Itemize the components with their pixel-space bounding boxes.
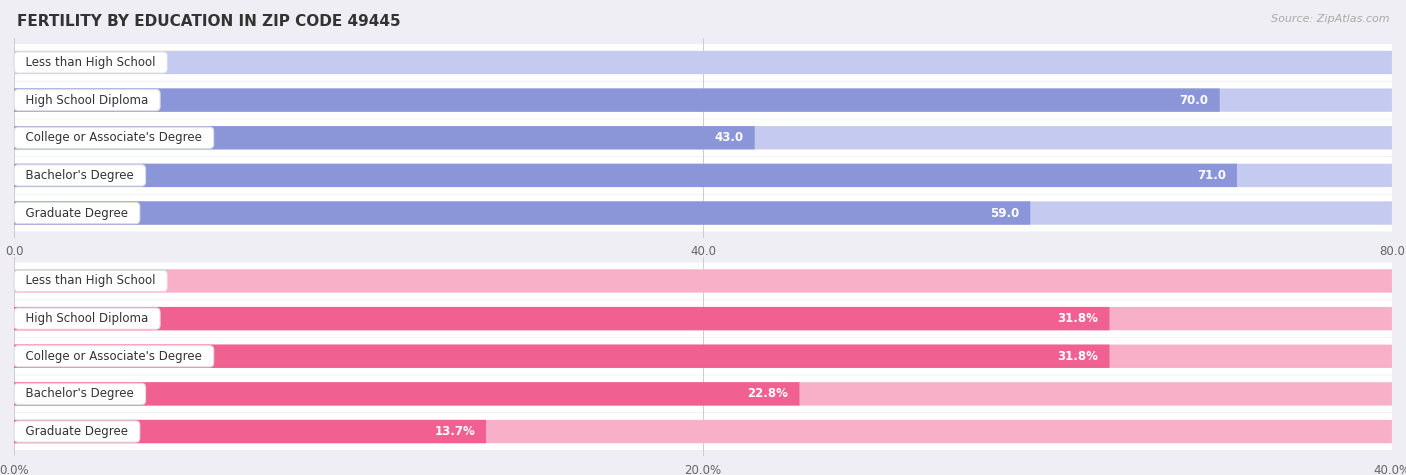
Text: Graduate Degree: Graduate Degree	[18, 425, 136, 438]
FancyBboxPatch shape	[14, 164, 1237, 187]
FancyBboxPatch shape	[14, 375, 1392, 412]
Text: FERTILITY BY EDUCATION IN ZIP CODE 49445: FERTILITY BY EDUCATION IN ZIP CODE 49445	[17, 14, 401, 29]
FancyBboxPatch shape	[14, 344, 1392, 368]
FancyBboxPatch shape	[14, 195, 1392, 231]
Text: 71.0: 71.0	[1197, 169, 1226, 182]
FancyBboxPatch shape	[14, 88, 1392, 112]
FancyBboxPatch shape	[14, 344, 1109, 368]
Text: 13.7%: 13.7%	[434, 425, 475, 438]
FancyBboxPatch shape	[14, 126, 755, 150]
Text: 0.0: 0.0	[28, 56, 49, 69]
Text: 70.0: 70.0	[1180, 94, 1209, 106]
FancyBboxPatch shape	[14, 300, 1392, 337]
Text: 0.0%: 0.0%	[28, 275, 60, 287]
FancyBboxPatch shape	[14, 307, 1109, 330]
FancyBboxPatch shape	[14, 201, 1031, 225]
FancyBboxPatch shape	[14, 338, 1392, 375]
FancyBboxPatch shape	[14, 88, 1219, 112]
FancyBboxPatch shape	[14, 420, 1392, 443]
Text: High School Diploma: High School Diploma	[18, 312, 156, 325]
FancyBboxPatch shape	[14, 126, 1392, 150]
FancyBboxPatch shape	[14, 263, 1392, 299]
Text: High School Diploma: High School Diploma	[18, 94, 156, 106]
FancyBboxPatch shape	[14, 269, 1392, 293]
Text: 31.8%: 31.8%	[1057, 312, 1098, 325]
Text: Bachelor's Degree: Bachelor's Degree	[18, 388, 142, 400]
Text: 31.8%: 31.8%	[1057, 350, 1098, 363]
Text: 22.8%: 22.8%	[748, 388, 789, 400]
Text: Source: ZipAtlas.com: Source: ZipAtlas.com	[1271, 14, 1389, 24]
FancyBboxPatch shape	[14, 382, 800, 406]
Text: 43.0: 43.0	[714, 131, 744, 144]
FancyBboxPatch shape	[14, 307, 1392, 330]
FancyBboxPatch shape	[14, 44, 1392, 81]
Text: Less than High School: Less than High School	[18, 56, 163, 69]
FancyBboxPatch shape	[14, 201, 1392, 225]
Text: Graduate Degree: Graduate Degree	[18, 207, 136, 219]
Text: College or Associate's Degree: College or Associate's Degree	[18, 131, 209, 144]
FancyBboxPatch shape	[14, 82, 1392, 119]
FancyBboxPatch shape	[14, 382, 1392, 406]
Text: College or Associate's Degree: College or Associate's Degree	[18, 350, 209, 363]
Text: Bachelor's Degree: Bachelor's Degree	[18, 169, 142, 182]
FancyBboxPatch shape	[14, 420, 486, 443]
FancyBboxPatch shape	[14, 413, 1392, 450]
FancyBboxPatch shape	[14, 119, 1392, 156]
Text: Less than High School: Less than High School	[18, 275, 163, 287]
FancyBboxPatch shape	[14, 51, 1392, 74]
FancyBboxPatch shape	[14, 157, 1392, 194]
FancyBboxPatch shape	[14, 164, 1392, 187]
Text: 59.0: 59.0	[990, 207, 1019, 219]
